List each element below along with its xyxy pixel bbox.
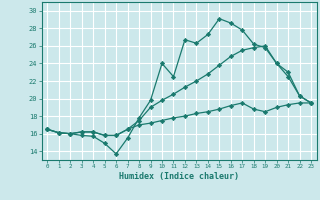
X-axis label: Humidex (Indice chaleur): Humidex (Indice chaleur) <box>119 172 239 181</box>
